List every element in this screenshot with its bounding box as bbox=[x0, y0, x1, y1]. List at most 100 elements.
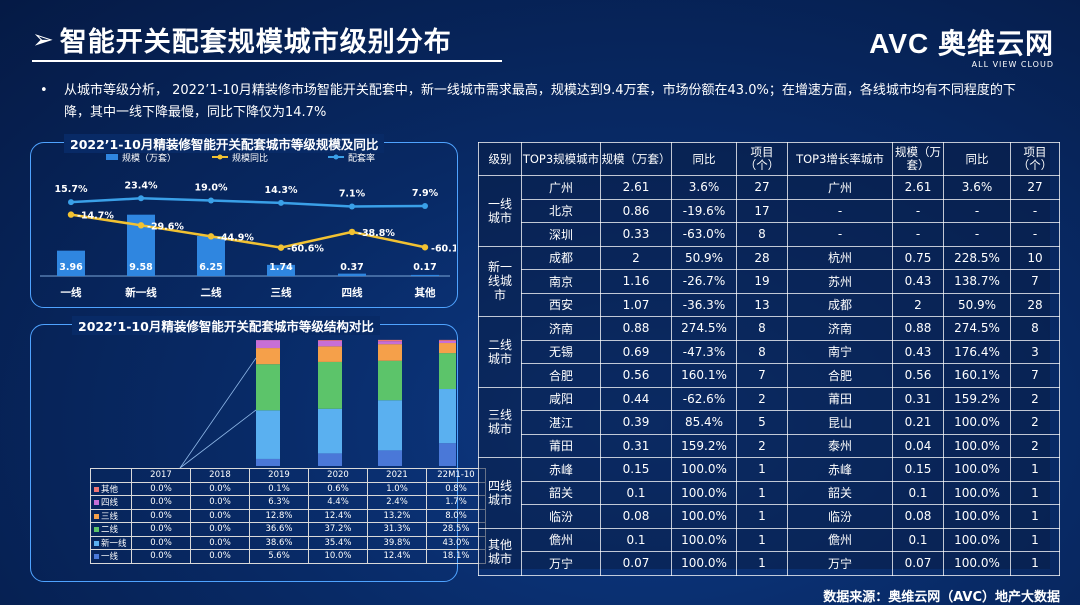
table-cell: 10.0% bbox=[308, 549, 368, 564]
table-row: 其他 0.0% 0.0% 0.1% 0.6% 1.0% 0.8% bbox=[90, 481, 486, 496]
stack-segment-二线 bbox=[256, 364, 280, 411]
table-cell: 100.0% bbox=[943, 504, 1011, 529]
table-cell: 12.4% bbox=[308, 508, 368, 523]
table-cell: 济南 bbox=[521, 316, 601, 341]
table-cell: 0.56 bbox=[892, 363, 944, 388]
stack-segment-新一线 bbox=[378, 400, 402, 451]
table-row: 四线城市 赤峰 0.15 100.0% 1 赤峰 0.15 100.0% 1 bbox=[478, 457, 1060, 529]
table-cell: 27 bbox=[736, 175, 788, 200]
table-row: 三线城市 咸阳 0.44 -62.6% 2 莆田 0.31 159.2% 2 bbox=[478, 386, 1060, 458]
table-row: 一线城市 广州 2.61 3.6% 27 广州 2.61 3.6% 27 bbox=[478, 175, 1060, 247]
table-cell: 1 bbox=[1010, 480, 1060, 505]
table-cell: 100.0% bbox=[671, 527, 737, 552]
table-header: 级别 bbox=[478, 142, 522, 176]
table-cell: 50.9% bbox=[943, 292, 1011, 317]
table-cell: 8 bbox=[736, 222, 788, 247]
table-cell: 0.07 bbox=[600, 551, 672, 576]
table-cell: 临汾 bbox=[521, 504, 601, 529]
table-cell: 17 bbox=[736, 198, 788, 223]
table-cell: 1.0% bbox=[367, 481, 427, 496]
table-row: 南京 1.16 -26.7% 19 苏州 0.43 138.7% 7 bbox=[479, 269, 1060, 294]
table-cell: 成都 bbox=[521, 245, 601, 270]
table-cell: -47.3% bbox=[671, 339, 737, 364]
table-cell: 2.61 bbox=[892, 175, 944, 200]
table-row: 韶关 0.1 100.0% 1 韶关 0.1 100.0% 1 bbox=[479, 480, 1060, 505]
legend-label: 配套率 bbox=[348, 152, 375, 164]
table-cell: 0.44 bbox=[600, 386, 672, 411]
table-cell: 1 bbox=[1010, 504, 1060, 529]
table-cell: 2.4% bbox=[367, 495, 427, 510]
table-cell: 35.4% bbox=[308, 535, 368, 550]
group-label: 其他城市 bbox=[478, 527, 522, 576]
table-cell: 北京 bbox=[521, 198, 601, 223]
x-tick-label: 其他 bbox=[415, 286, 436, 299]
stack-segment-新一线 bbox=[256, 410, 280, 459]
table-cell: 50.9% bbox=[671, 245, 737, 270]
table-row: 北京 0.86 -19.6% 17- - - - bbox=[479, 198, 1060, 223]
table-header: 规模（万套） bbox=[892, 142, 944, 176]
stack-segment-三线 bbox=[256, 348, 280, 365]
table-cell: 100.0% bbox=[943, 433, 1011, 458]
table-cell: 0.0% bbox=[190, 508, 250, 523]
table-cell: 0.15 bbox=[600, 457, 672, 482]
bar-value-label: 1.74 bbox=[269, 262, 293, 273]
legend-swatch bbox=[94, 554, 99, 560]
table-cell: 1.07 bbox=[600, 292, 672, 317]
legend-swatch-scale bbox=[106, 154, 118, 160]
table-cell: 176.4% bbox=[943, 339, 1011, 364]
rate-label: 15.7% bbox=[55, 184, 88, 195]
chart-title-structure: 2022’1-10月精装修智能开关配套城市等级结构对比 bbox=[72, 316, 380, 335]
stack-segment-一线 bbox=[318, 453, 342, 466]
table-cell: 2 bbox=[736, 433, 788, 458]
table-row: 合肥 0.56 160.1% 7 合肥 0.56 160.1% 7 bbox=[479, 363, 1060, 388]
point-rate bbox=[278, 199, 284, 206]
table-cell: 深圳 bbox=[521, 222, 601, 247]
stack-segment-一线 bbox=[439, 443, 456, 466]
table-cell: 27 bbox=[1010, 175, 1060, 200]
table-row: 深圳 0.33 -63.0% 8- - - - bbox=[479, 222, 1060, 247]
table-cell: 100.0% bbox=[671, 504, 737, 529]
arrow-icon: ➢ bbox=[32, 24, 54, 55]
brand-logo: AVC 奥维云网 ALL VIEW CLOUD bbox=[869, 22, 1054, 69]
table-cell: 0.75 bbox=[892, 245, 944, 270]
table-cell: 2 bbox=[1010, 410, 1060, 435]
table-header: 同比 bbox=[943, 142, 1011, 176]
table-cell: 37.2% bbox=[308, 522, 368, 537]
table-cell: 合肥 bbox=[521, 363, 601, 388]
table-cell: 100.0% bbox=[943, 457, 1011, 482]
table-cell: 0.43 bbox=[892, 339, 944, 364]
stack-segment-一线 bbox=[256, 458, 280, 466]
bar-二线 bbox=[197, 236, 225, 276]
table-cell: 0.08 bbox=[600, 504, 672, 529]
table-cell: 1 bbox=[736, 504, 788, 529]
point-rate bbox=[422, 203, 428, 210]
table-row: 其他城市 儋州 0.1 100.0% 1 儋州 0.1 100.0% 1 bbox=[478, 527, 1060, 576]
stack-segment-新一线 bbox=[439, 389, 456, 444]
table-cell: 杭州 bbox=[787, 245, 893, 270]
table-cell: 0.8% bbox=[426, 481, 486, 496]
stack-segment-其他 bbox=[378, 339, 402, 342]
table-row: 临汾 0.08 100.0% 1 临汾 0.08 100.0% 1 bbox=[479, 504, 1060, 529]
table-cell: 0.1 bbox=[600, 480, 672, 505]
structure-table: 2017 2018 2019 2020 2021 22M1-10 其他 0.0% 0.0% 0.1… bbox=[90, 468, 486, 564]
table-cell: 0.6% bbox=[308, 481, 368, 496]
stack-segment-四线 bbox=[256, 340, 280, 349]
rate-label: 7.1% bbox=[339, 188, 366, 199]
table-cell: 儋州 bbox=[787, 527, 893, 552]
table-cell: 成都 bbox=[787, 292, 893, 317]
table-cell: 0.04 bbox=[892, 433, 944, 458]
table-cell: 2 bbox=[736, 386, 788, 411]
table-header: 项目（个） bbox=[736, 142, 788, 176]
stack-segment-其他 bbox=[439, 339, 456, 341]
brand-name: AVC 奥维云网 bbox=[869, 28, 1054, 59]
point-yoy bbox=[67, 211, 75, 218]
table-cell: 泰州 bbox=[787, 433, 893, 458]
table-corner bbox=[90, 468, 132, 483]
yoy-label: -14.7% bbox=[77, 211, 114, 222]
table-cell: 1 bbox=[736, 480, 788, 505]
bar-三线 bbox=[267, 264, 295, 276]
table-row: 二线 0.0% 0.0% 36.6% 37.2% 31.3% 28.5% bbox=[90, 522, 486, 537]
brand-subtitle: ALL VIEW CLOUD bbox=[971, 60, 1054, 69]
yoy-label: -29.6% bbox=[147, 221, 184, 232]
data-source: 数据来源：奥维云网（AVC）地产大数据 bbox=[823, 590, 1060, 605]
